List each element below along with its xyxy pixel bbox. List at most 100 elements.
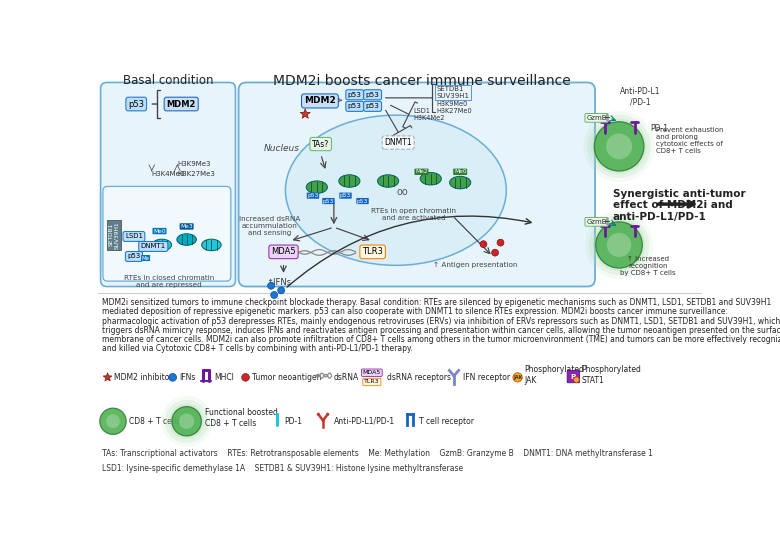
Ellipse shape xyxy=(161,396,212,447)
Text: IFN receptor: IFN receptor xyxy=(463,373,509,382)
Ellipse shape xyxy=(285,115,506,265)
Text: H3K9Me3: H3K9Me3 xyxy=(177,161,211,167)
Text: SETDB1
SUV39H1: SETDB1 SUV39H1 xyxy=(436,86,470,99)
Text: and killed via Cytotoxic CD8+ T cells by combining with anti-PD-L1/PD-1 therapy.: and killed via Cytotoxic CD8+ T cells by… xyxy=(102,345,413,353)
Ellipse shape xyxy=(593,219,645,271)
Text: mediated deposition of repressive epigenetic markers. p53 can also cooperate wit: mediated deposition of repressive epigen… xyxy=(102,307,729,316)
Text: +: + xyxy=(602,113,610,123)
Text: RTEs in open chromatin
and are activated: RTEs in open chromatin and are activated xyxy=(371,208,456,221)
Circle shape xyxy=(480,241,487,248)
Text: p53: p53 xyxy=(307,193,318,198)
Text: JAK: JAK xyxy=(513,375,523,380)
Text: p53: p53 xyxy=(128,99,144,109)
Text: TLR3: TLR3 xyxy=(362,247,383,257)
Text: MHCI: MHCI xyxy=(215,373,235,382)
Circle shape xyxy=(326,413,329,416)
Text: TLR3: TLR3 xyxy=(364,379,380,384)
Text: Phosphorylated
JAK: Phosphorylated JAK xyxy=(524,365,584,385)
Ellipse shape xyxy=(449,176,471,189)
Text: Phosphorylated
STAT1: Phosphorylated STAT1 xyxy=(581,365,641,385)
FancyBboxPatch shape xyxy=(567,370,580,383)
Text: Me2: Me2 xyxy=(415,169,427,174)
Text: pharmacologic activation of p53 derepresses RTEs, mainly endogenous retroviruses: pharmacologic activation of p53 derepres… xyxy=(102,317,780,325)
Text: TAs?: TAs? xyxy=(312,140,329,149)
Ellipse shape xyxy=(165,400,208,443)
Text: LSD1: lysine-specific demethylase 1A    SETDB1 & SUV39H1: Histone lysine methylt: LSD1: lysine-specific demethylase 1A SET… xyxy=(102,464,463,473)
Text: DNMT1: DNMT1 xyxy=(385,138,412,147)
Text: Me3: Me3 xyxy=(180,224,193,229)
Text: LSD1
H3K4Me2: LSD1 H3K4Me2 xyxy=(413,108,445,121)
Circle shape xyxy=(574,377,580,382)
Text: Anti-PD-L1
/PD-1: Anti-PD-L1 /PD-1 xyxy=(620,87,660,106)
Ellipse shape xyxy=(168,403,204,439)
Text: DNMT1: DNMT1 xyxy=(140,244,166,250)
Text: triggers dsRNA mimicry response, induces IFNs and reactivates antigen processing: triggers dsRNA mimicry response, induces… xyxy=(102,326,780,335)
Ellipse shape xyxy=(202,239,222,251)
Ellipse shape xyxy=(607,233,631,257)
Text: Tumor neoantigen: Tumor neoantigen xyxy=(252,373,321,382)
Circle shape xyxy=(497,239,504,246)
Text: GzmB: GzmB xyxy=(587,115,607,121)
Text: LSD1: LSD1 xyxy=(125,234,143,240)
Ellipse shape xyxy=(177,234,197,245)
Text: p53: p53 xyxy=(348,103,362,109)
Text: H3K9Me0
H3K27Me0: H3K9Me0 H3K27Me0 xyxy=(436,102,472,114)
Text: MDM2i sensitized tumors to immune checkpoint blockade therapy. Basal condition: : MDM2i sensitized tumors to immune checkp… xyxy=(102,298,771,307)
Text: Me: Me xyxy=(141,256,150,260)
Text: ↑IFNs: ↑IFNs xyxy=(266,278,292,287)
Ellipse shape xyxy=(275,413,279,416)
Text: Prevent exhaustion
and prolong
cytotoxic effects of
CD8+ T cells: Prevent exhaustion and prolong cytotoxic… xyxy=(655,127,723,154)
Text: p53: p53 xyxy=(323,199,334,204)
Text: MDA5: MDA5 xyxy=(363,370,381,375)
Text: H3K4Me0: H3K4Me0 xyxy=(152,171,185,177)
Ellipse shape xyxy=(596,222,642,268)
Text: +: + xyxy=(602,217,610,227)
Ellipse shape xyxy=(591,118,647,174)
Text: H3K27Me3: H3K27Me3 xyxy=(177,171,215,177)
Text: p53: p53 xyxy=(127,253,140,259)
Ellipse shape xyxy=(589,215,649,275)
Text: Increased dsRNA
accummulation
and sensing: Increased dsRNA accummulation and sensin… xyxy=(239,216,300,236)
Circle shape xyxy=(271,292,278,299)
Text: Functional boosted
CD8 + T cells: Functional boosted CD8 + T cells xyxy=(205,408,278,428)
Text: membrane of cancer cells. MDM2i can also promote infiltration of CD8+ T cells am: membrane of cancer cells. MDM2i can also… xyxy=(102,335,780,344)
Text: p53: p53 xyxy=(366,103,380,109)
Text: GzmB: GzmB xyxy=(587,219,607,225)
Ellipse shape xyxy=(585,211,653,279)
Ellipse shape xyxy=(339,175,360,187)
Circle shape xyxy=(278,287,285,294)
Text: Anti-PD-L1/PD-1: Anti-PD-L1/PD-1 xyxy=(334,417,395,426)
Circle shape xyxy=(513,373,522,382)
Polygon shape xyxy=(300,109,310,118)
Text: P: P xyxy=(571,373,576,379)
Ellipse shape xyxy=(100,408,126,435)
Text: MDM2 inhibitor: MDM2 inhibitor xyxy=(114,373,172,382)
Text: p53: p53 xyxy=(340,193,351,198)
Text: p53: p53 xyxy=(366,92,380,98)
Ellipse shape xyxy=(307,181,328,193)
Ellipse shape xyxy=(172,407,201,436)
Text: dsRNA receptors: dsRNA receptors xyxy=(387,373,451,382)
Polygon shape xyxy=(103,373,112,381)
Text: TAs: Transcriptional activators    RTEs: Retrotransposable elements    Me: Methy: TAs: Transcriptional activators RTEs: Re… xyxy=(102,449,653,458)
Text: ↑ Antigen presentation: ↑ Antigen presentation xyxy=(433,262,517,268)
Text: oo: oo xyxy=(396,187,408,197)
Text: RTEs in closed chromatin
and are repressed: RTEs in closed chromatin and are repress… xyxy=(124,275,214,288)
Text: CD8 + T cells: CD8 + T cells xyxy=(129,417,180,426)
Circle shape xyxy=(268,282,275,289)
Ellipse shape xyxy=(179,413,194,429)
Ellipse shape xyxy=(420,173,441,185)
Text: MDM2i boosts cancer immune surveillance: MDM2i boosts cancer immune surveillance xyxy=(272,74,570,88)
Circle shape xyxy=(491,249,498,256)
Circle shape xyxy=(242,373,250,381)
Text: MDA5: MDA5 xyxy=(271,247,296,257)
Text: p53: p53 xyxy=(348,92,362,98)
Text: Me0: Me0 xyxy=(153,229,166,234)
Ellipse shape xyxy=(106,414,120,428)
Text: Nucleus: Nucleus xyxy=(264,144,300,153)
Ellipse shape xyxy=(583,111,654,182)
Text: MDM2: MDM2 xyxy=(166,99,196,109)
Text: p53: p53 xyxy=(357,199,368,204)
Text: Basal condition: Basal condition xyxy=(122,74,213,87)
Text: Synergistic anti-tumor
effect of MDM2i and
anti-PD-L1/PD-1: Synergistic anti-tumor effect of MDM2i a… xyxy=(613,189,746,222)
